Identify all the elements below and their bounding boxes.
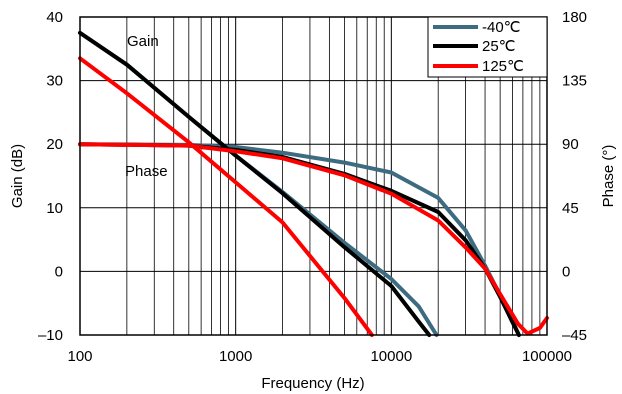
- x-axis-label: Frequency (Hz): [261, 375, 364, 392]
- legend-label-25c: 25℃: [482, 38, 516, 55]
- y2-axis-label: Phase (°): [600, 145, 617, 208]
- gain-annotation: Gain: [127, 33, 159, 50]
- y2-tick-label: 135: [562, 73, 587, 90]
- plot-frame: [79, 16, 548, 336]
- legend-label-125c: 125℃: [482, 58, 524, 75]
- tick-labels: 100 1000 10000 100000 –10 0 10 20 30 40 –45 0 45 90 13…: [38, 9, 587, 365]
- y-tick-label: 20: [46, 136, 63, 153]
- x-tick-label: 100000: [522, 348, 572, 365]
- y2-tick-label: 180: [562, 9, 587, 26]
- y2-tick-label: –45: [562, 327, 587, 344]
- phase-annotation: Phase: [125, 163, 168, 180]
- x-tick-label: 1000: [219, 348, 252, 365]
- y-tick-label: 10: [46, 200, 63, 217]
- y-axis-label: Gain (dB): [9, 144, 26, 208]
- x-tick-label: 10000: [370, 348, 412, 365]
- phase-line-125c: [78, 142, 549, 336]
- y2-tick-label: 45: [562, 200, 579, 217]
- y2-tick-label: 90: [562, 136, 579, 153]
- y-tick-label: –10: [38, 327, 63, 344]
- y-tick-label: 0: [55, 263, 63, 280]
- series-layer: [78, 30, 549, 337]
- y-tick-label: 40: [46, 9, 63, 26]
- legend: -40℃ 25℃ 125℃: [427, 16, 548, 78]
- gain-line-25c: [78, 30, 432, 337]
- legend-label-minus40c: -40℃: [482, 19, 521, 36]
- y-tick-label: 30: [46, 73, 63, 90]
- x-tick-label: 100: [67, 348, 92, 365]
- y2-tick-label: 0: [562, 263, 570, 280]
- gain-line-125c: [78, 56, 374, 337]
